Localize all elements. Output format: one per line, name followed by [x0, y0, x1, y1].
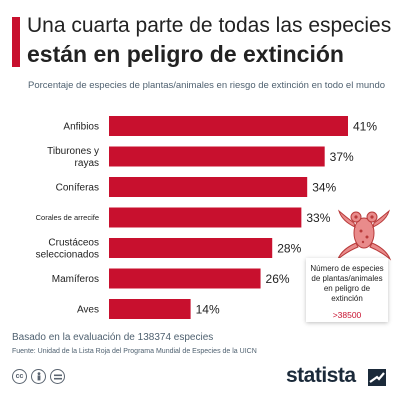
bar-4: [109, 207, 302, 228]
info-card: Número de especies de plantas/animales e…: [306, 258, 388, 322]
frog-illustration: [336, 209, 392, 261]
value-label-7: 14%: [196, 303, 220, 317]
chart-subtitle: Porcentaje de especies de plantas/animal…: [28, 80, 386, 91]
bar-7: [109, 299, 191, 319]
creative-commons-icon[interactable]: cc: [12, 369, 27, 384]
category-label-3: Coníferas: [56, 183, 99, 194]
no-derivatives-icon[interactable]: [50, 369, 65, 384]
bar-5: [109, 238, 273, 258]
bar-chart: 41% Anfibios 37% Tiburones y rayas 34% Conífer…: [36, 116, 377, 319]
footer-source: Fuente: Unidad de la Lista Roja del Prog…: [12, 348, 257, 355]
value-label-4: 33%: [306, 211, 330, 225]
category-label-2: Tiburones y rayas: [47, 146, 99, 169]
statista-logo[interactable]: statista: [286, 364, 356, 387]
value-label-5: 28%: [277, 242, 301, 256]
bar-6: [109, 268, 261, 289]
value-label-6: 26%: [266, 272, 290, 286]
value-label-2: 37%: [330, 150, 354, 164]
category-label-6: Mamíferos: [52, 274, 99, 285]
bar-1: [109, 116, 348, 136]
bar-2: [109, 146, 325, 167]
attribution-icon[interactable]: [31, 369, 46, 384]
category-label-5: Crustáceos seleccionados: [36, 238, 99, 261]
chart-title-line2: están en peligro de extinción: [27, 41, 344, 67]
bar-3: [109, 177, 308, 197]
info-card-value: >38500: [332, 310, 362, 320]
title-accent-bar: [12, 17, 20, 67]
chart-title-line1: Una cuarta parte de todas las especies: [27, 14, 392, 37]
value-label-3: 34%: [312, 181, 336, 195]
category-label-4: Corales de arrecife: [36, 213, 99, 222]
category-label-7: Aves: [77, 305, 99, 316]
category-label-1: Anfibios: [63, 122, 99, 133]
footer-note: Basado en la evaluación de 138374 especi…: [12, 332, 214, 343]
license-icons: cc: [12, 369, 65, 384]
value-label-1: 41%: [353, 120, 377, 134]
info-card-label: Número de especies de plantas/animales e…: [310, 264, 384, 303]
statista-logo-mark: [368, 369, 386, 386]
